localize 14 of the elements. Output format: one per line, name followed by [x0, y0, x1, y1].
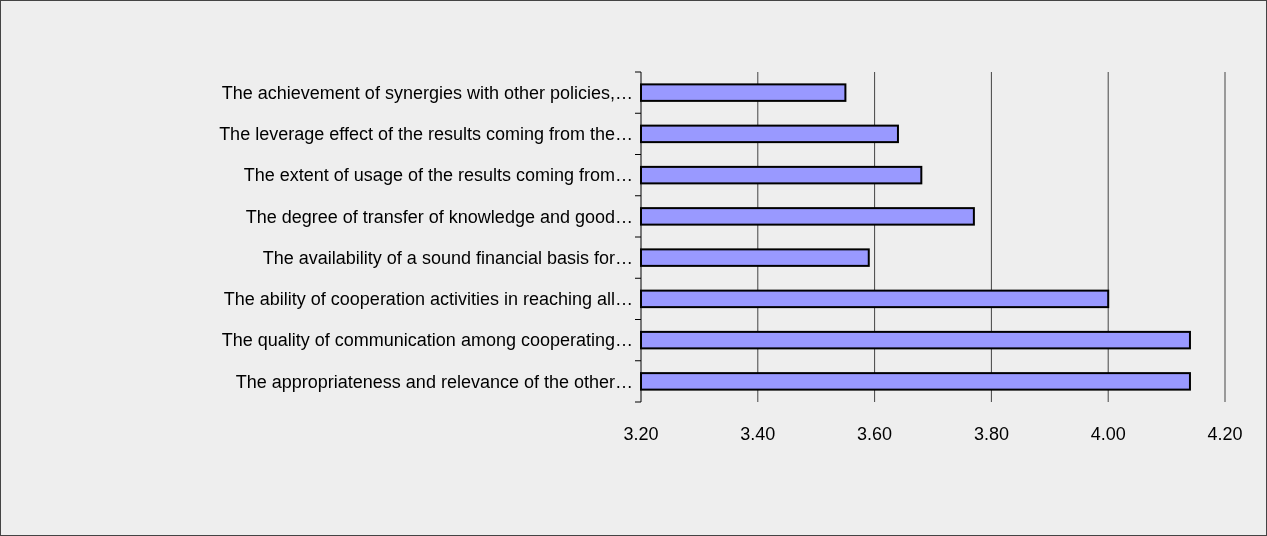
y-tick-label: The appropriateness and relevance of the other… [235, 371, 633, 392]
y-tick-label: The availability of a sound financial basis for… [262, 247, 633, 268]
x-tick-label: 3.20 [623, 424, 659, 444]
x-tick-label: 4.00 [1090, 424, 1126, 444]
y-tick-label: The quality of communication among cooperating… [221, 330, 633, 351]
y-tick-label: The extent of usage of the results coming from… [243, 165, 633, 186]
x-tick-label: 3.60 [857, 424, 893, 444]
y-tick-label: The leverage effect of the results coming from the… [219, 124, 633, 145]
y-tick-label: The achievement of synergies with other policies,… [221, 82, 633, 103]
y-tick-label: The ability of cooperation activities in reaching all… [223, 289, 633, 310]
x-tick-label: 3.80 [973, 424, 1009, 444]
x-tick-label: 3.40 [740, 424, 776, 444]
x-tick-label: 4.20 [1207, 424, 1243, 444]
y-tick-label: The degree of transfer of knowledge and good… [245, 206, 633, 227]
